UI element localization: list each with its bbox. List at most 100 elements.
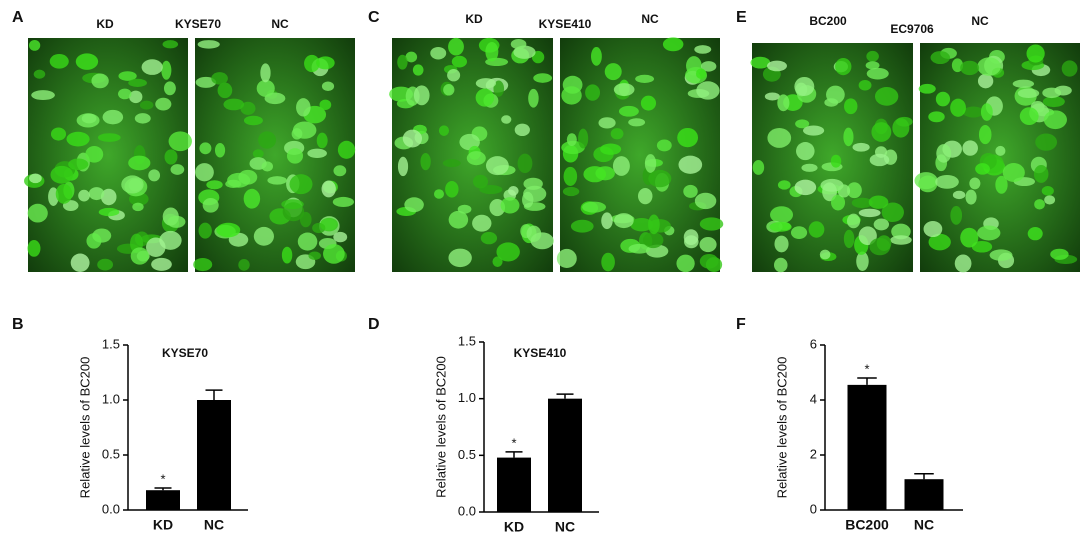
cell xyxy=(479,185,503,195)
cell xyxy=(628,243,651,254)
y-tick-label: 0 xyxy=(810,501,817,516)
micrograph xyxy=(750,43,913,273)
cell xyxy=(1061,60,1078,77)
cell xyxy=(286,148,304,164)
cell xyxy=(1043,110,1067,130)
cell xyxy=(320,217,339,232)
cell xyxy=(260,63,271,83)
cell xyxy=(881,202,904,223)
cell xyxy=(764,92,780,101)
cell xyxy=(261,161,273,172)
cell xyxy=(333,165,347,177)
cell xyxy=(601,252,615,272)
micrograph xyxy=(556,37,724,273)
cell xyxy=(570,219,594,233)
cell xyxy=(308,251,321,260)
image-label: BC200 xyxy=(809,14,847,28)
cell xyxy=(923,220,943,238)
cell xyxy=(211,72,228,85)
cell xyxy=(252,149,264,159)
cell xyxy=(630,217,653,232)
cell xyxy=(1050,248,1069,260)
cell xyxy=(151,257,172,271)
cell xyxy=(1034,199,1045,210)
cell xyxy=(683,184,698,198)
cell xyxy=(699,236,717,253)
cell xyxy=(195,76,217,88)
y-tick-label: 1.0 xyxy=(102,391,120,406)
cell xyxy=(962,140,978,156)
cell xyxy=(648,169,672,188)
cell xyxy=(977,225,1001,241)
cell xyxy=(837,184,851,198)
cell xyxy=(556,248,577,269)
cell xyxy=(971,240,993,253)
cell xyxy=(496,242,520,262)
cell xyxy=(562,186,580,197)
cell xyxy=(448,248,472,268)
cell xyxy=(78,189,90,202)
cell xyxy=(316,56,335,70)
cell xyxy=(871,122,892,142)
cell xyxy=(566,133,577,146)
cell xyxy=(936,144,952,163)
cell xyxy=(662,37,684,52)
cell xyxy=(628,118,646,127)
cell xyxy=(522,191,534,208)
cell xyxy=(76,113,100,128)
cell xyxy=(773,257,788,273)
cell xyxy=(843,127,854,147)
cell xyxy=(777,94,790,112)
cell xyxy=(695,68,707,79)
error-bar xyxy=(857,377,877,385)
bar xyxy=(548,398,582,512)
cell xyxy=(585,84,601,101)
cell xyxy=(873,218,890,231)
cell xyxy=(767,128,792,148)
cell xyxy=(128,155,151,171)
cell xyxy=(767,60,787,72)
x-tick-label: NC xyxy=(555,519,575,535)
cell xyxy=(866,67,889,80)
cell xyxy=(29,173,42,184)
cell xyxy=(846,182,862,199)
bar xyxy=(904,479,944,510)
cell xyxy=(118,71,137,81)
cell xyxy=(412,64,424,76)
cell xyxy=(975,163,990,175)
cell xyxy=(851,197,873,209)
cell xyxy=(321,81,335,91)
cell xyxy=(960,60,980,76)
cell xyxy=(604,63,622,81)
cell xyxy=(1017,88,1040,99)
cell xyxy=(438,125,450,136)
cell xyxy=(858,226,877,246)
cell xyxy=(475,88,495,107)
cell xyxy=(795,119,810,129)
cell xyxy=(55,183,73,204)
cell xyxy=(819,249,831,260)
y-tick-label: 0.5 xyxy=(102,446,120,461)
cell xyxy=(296,98,311,117)
cell xyxy=(995,175,1008,194)
cell xyxy=(694,45,712,54)
cell xyxy=(648,214,660,235)
cell xyxy=(100,188,117,206)
cell xyxy=(918,175,938,193)
cell xyxy=(891,223,911,240)
micrograph xyxy=(24,38,192,273)
cell xyxy=(267,176,287,185)
panel-label: F xyxy=(736,316,746,333)
image-label: KD xyxy=(465,12,483,26)
cell xyxy=(954,254,972,273)
bar xyxy=(497,457,531,512)
cell xyxy=(167,215,186,228)
cell xyxy=(1002,163,1025,182)
x-tick-label: NC xyxy=(204,517,224,533)
cell xyxy=(1041,186,1054,196)
cell xyxy=(618,105,639,117)
cell xyxy=(405,51,418,63)
cell xyxy=(935,174,959,189)
cell xyxy=(238,169,258,185)
image-label: NC xyxy=(971,14,989,28)
